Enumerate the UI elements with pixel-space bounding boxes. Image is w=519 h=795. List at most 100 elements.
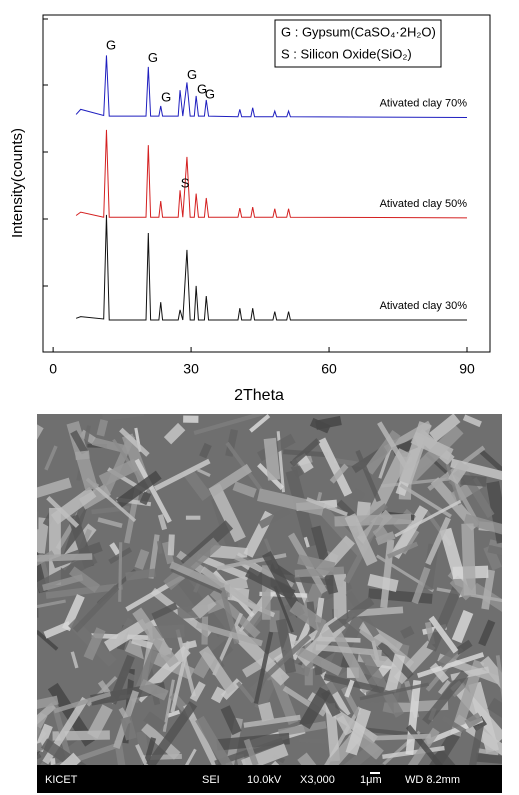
sem-crystal [257, 488, 325, 516]
sem-crystal [37, 702, 57, 752]
sem-crystal [101, 414, 144, 421]
sem-crystal [195, 715, 239, 779]
sem-crystal [411, 566, 431, 605]
sem-crystal [297, 554, 336, 573]
sem-crystal [377, 421, 410, 471]
sem-crystal [37, 477, 72, 510]
x-tick-label: 90 [459, 361, 475, 377]
sem-crystal [44, 445, 58, 471]
sem-crystal [70, 430, 89, 455]
sem-crystal [426, 583, 463, 652]
sem-crystal [45, 582, 124, 599]
sem-crystal [359, 682, 430, 701]
sem-crystal [289, 438, 321, 467]
sem-crystal [317, 437, 353, 497]
sem-crystal [151, 602, 178, 620]
sem-crystal [189, 681, 206, 702]
sem-crystal [445, 463, 462, 506]
info-text: WD 8.2mm [405, 774, 460, 786]
sem-crystal [116, 470, 162, 508]
sem-crystal [451, 682, 467, 698]
sem-crystal [262, 565, 271, 620]
sem-crystal [336, 715, 353, 736]
sem-crystal [163, 537, 222, 591]
sem-crystal [463, 513, 502, 545]
sem-crystal [253, 631, 274, 704]
sem-crystal [215, 656, 225, 668]
sem-crystal [344, 513, 378, 566]
peak-label: G [148, 50, 158, 65]
sem-crystal [183, 703, 219, 767]
series-label: Ativated clay 70% [380, 97, 468, 109]
sem-crystal [210, 686, 227, 704]
sem-crystal [448, 460, 470, 485]
sem-crystal [478, 448, 502, 479]
series-label: Ativated clay 50% [380, 198, 468, 210]
sem-crystal [258, 506, 291, 529]
sem-crystal [309, 417, 331, 434]
sem-crystal [289, 600, 327, 633]
series-line [75, 129, 468, 219]
sem-crystal [306, 497, 348, 517]
sem-crystal [425, 516, 451, 566]
sem-crystal [139, 491, 152, 506]
sem-crystal [37, 629, 59, 651]
sem-crystal [422, 670, 469, 725]
sem-crystal [163, 422, 186, 445]
sem-crystal [200, 566, 261, 613]
sem-crystal [495, 655, 502, 715]
sem-crystal [467, 725, 484, 775]
sem-crystal [245, 567, 296, 600]
sem-crystal [364, 448, 411, 525]
y-axis-label: Intensity(counts) [9, 128, 26, 238]
sem-crystal [199, 442, 212, 459]
sem-crystal [487, 539, 502, 563]
sem-crystal [185, 515, 201, 520]
sem-crystal [243, 738, 259, 767]
sem-crystal [475, 753, 502, 767]
sem-crystal [153, 458, 211, 491]
sem-crystal [454, 639, 473, 655]
sem-crystal [355, 449, 381, 503]
info-bar [37, 765, 502, 793]
sem-crystal [329, 463, 349, 484]
sem-crystal [375, 531, 396, 546]
sem-crystal [373, 733, 431, 741]
sem-crystal [169, 561, 225, 591]
sem-crystal [37, 599, 66, 610]
sem-crystal [344, 679, 355, 698]
sem-crystal [170, 568, 223, 594]
peak-label: G [187, 67, 197, 82]
sem-crystal [399, 483, 452, 518]
sem-crystal [62, 594, 85, 632]
sem-crystal [479, 655, 502, 715]
peak-label: S [181, 176, 190, 191]
sem-crystal [46, 495, 80, 528]
sem-crystal [303, 536, 310, 548]
sem-crystal [183, 415, 199, 423]
sem-crystal [429, 662, 449, 683]
sem-crystal [441, 715, 467, 734]
sem-crystal [278, 721, 327, 737]
sem-crystal [109, 542, 122, 558]
sem-crystal [333, 573, 347, 619]
sem-crystal [400, 625, 415, 639]
sem-image: KICET SEI 10.0kV X3,000 1μm WD 8.2mm [37, 414, 502, 793]
sem-crystal [201, 615, 209, 645]
sem-crystal [390, 505, 429, 560]
sem-crystal [236, 681, 255, 704]
sem-crystal [425, 647, 464, 692]
sem-crystal [331, 628, 373, 694]
sem-crystal [263, 437, 281, 481]
sem-crystal [451, 609, 474, 644]
sem-crystal [37, 553, 93, 563]
sem-crystal [367, 573, 399, 592]
sem-crystal [119, 427, 150, 457]
sem-crystal [437, 679, 451, 695]
sem-crystal [273, 585, 294, 633]
sem-crystal [450, 659, 485, 737]
y-minor-ticks [43, 18, 48, 287]
sem-crystal [429, 414, 461, 442]
sem-crystal [83, 627, 106, 661]
